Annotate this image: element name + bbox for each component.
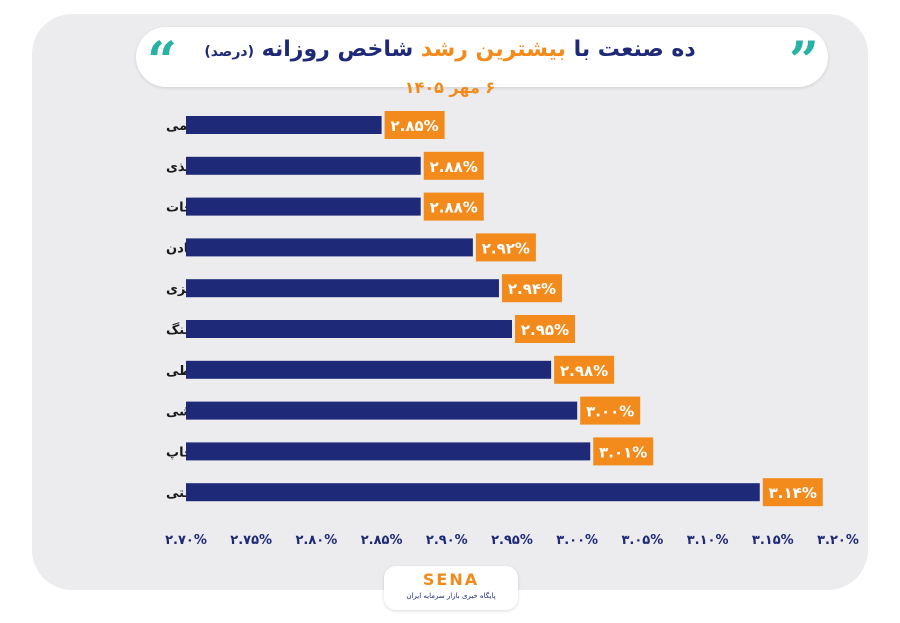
bar [186, 156, 421, 175]
chart-title: ده صنعت با بیشترین رشد شاخص روزانه (درصد… [32, 36, 868, 66]
bar [186, 442, 591, 461]
value-label-box [762, 478, 823, 507]
value-label: ۳.۱۴% [769, 484, 817, 502]
bar [186, 238, 473, 257]
title-banner [136, 27, 828, 87]
value-label: ۳.۰۱% [599, 443, 647, 461]
sena-tagline: پایگاه خبری بازار سرمایه ایران [406, 592, 496, 600]
sena-logo: SENA پایگاه خبری بازار سرمایه ایران [384, 566, 518, 610]
value-label: ۲.۹۸% [560, 362, 608, 380]
x-tick-label: ۲.۷۵% [230, 533, 272, 548]
x-tick-label: ۳.۲۰% [817, 533, 859, 548]
value-label-box [423, 151, 484, 180]
value-label-box [501, 274, 562, 303]
value-label: ۳.۰۰% [586, 403, 634, 421]
value-label: ۲.۸۸% [430, 158, 478, 176]
bar [186, 320, 512, 338]
bar [186, 483, 760, 502]
x-tick-label: ۲.۸۰% [296, 533, 338, 548]
value-label-box [384, 111, 445, 139]
bar [186, 116, 382, 134]
x-tick-label: ۳.۱۵% [752, 533, 794, 548]
value-label-box [580, 396, 641, 425]
x-tick-label: ۲.۷۰% [165, 533, 207, 548]
value-label-box [423, 192, 484, 221]
title-part-1: ده صنعت با [573, 37, 696, 62]
value-label-box [515, 315, 575, 343]
x-tick-label: ۲.۹۰% [426, 533, 468, 548]
sena-logo-text: SENA [422, 570, 480, 589]
bar [186, 401, 578, 420]
title-part-2: بیشترین رشد [420, 37, 566, 62]
x-tick-label: ۳.۰۰% [556, 533, 598, 548]
value-label: ۲.۹۲% [482, 239, 530, 257]
chart-date: ۶ مهر ۱۴۰۵ [404, 78, 496, 97]
bar [186, 279, 499, 298]
value-label-box [554, 355, 615, 384]
title-unit: (درصد) [204, 44, 254, 60]
bar [186, 360, 552, 379]
value-label: ۲.۸۸% [430, 199, 478, 217]
x-tick-label: ۲.۹۵% [491, 533, 533, 548]
value-label-box [593, 437, 654, 466]
x-tick-label: ۳.۰۵% [622, 533, 664, 548]
value-label: ۲.۹۴% [508, 280, 556, 298]
value-label: ۲.۹۵% [521, 321, 569, 339]
x-tick-label: ۳.۱۰% [687, 533, 729, 548]
title-part-3: شاخص روزانه [261, 37, 414, 62]
value-label-box [475, 233, 536, 262]
value-label: ۲.۸۵% [390, 117, 438, 135]
bar [186, 197, 421, 216]
x-tick-label: ۲.۸۵% [361, 533, 403, 548]
